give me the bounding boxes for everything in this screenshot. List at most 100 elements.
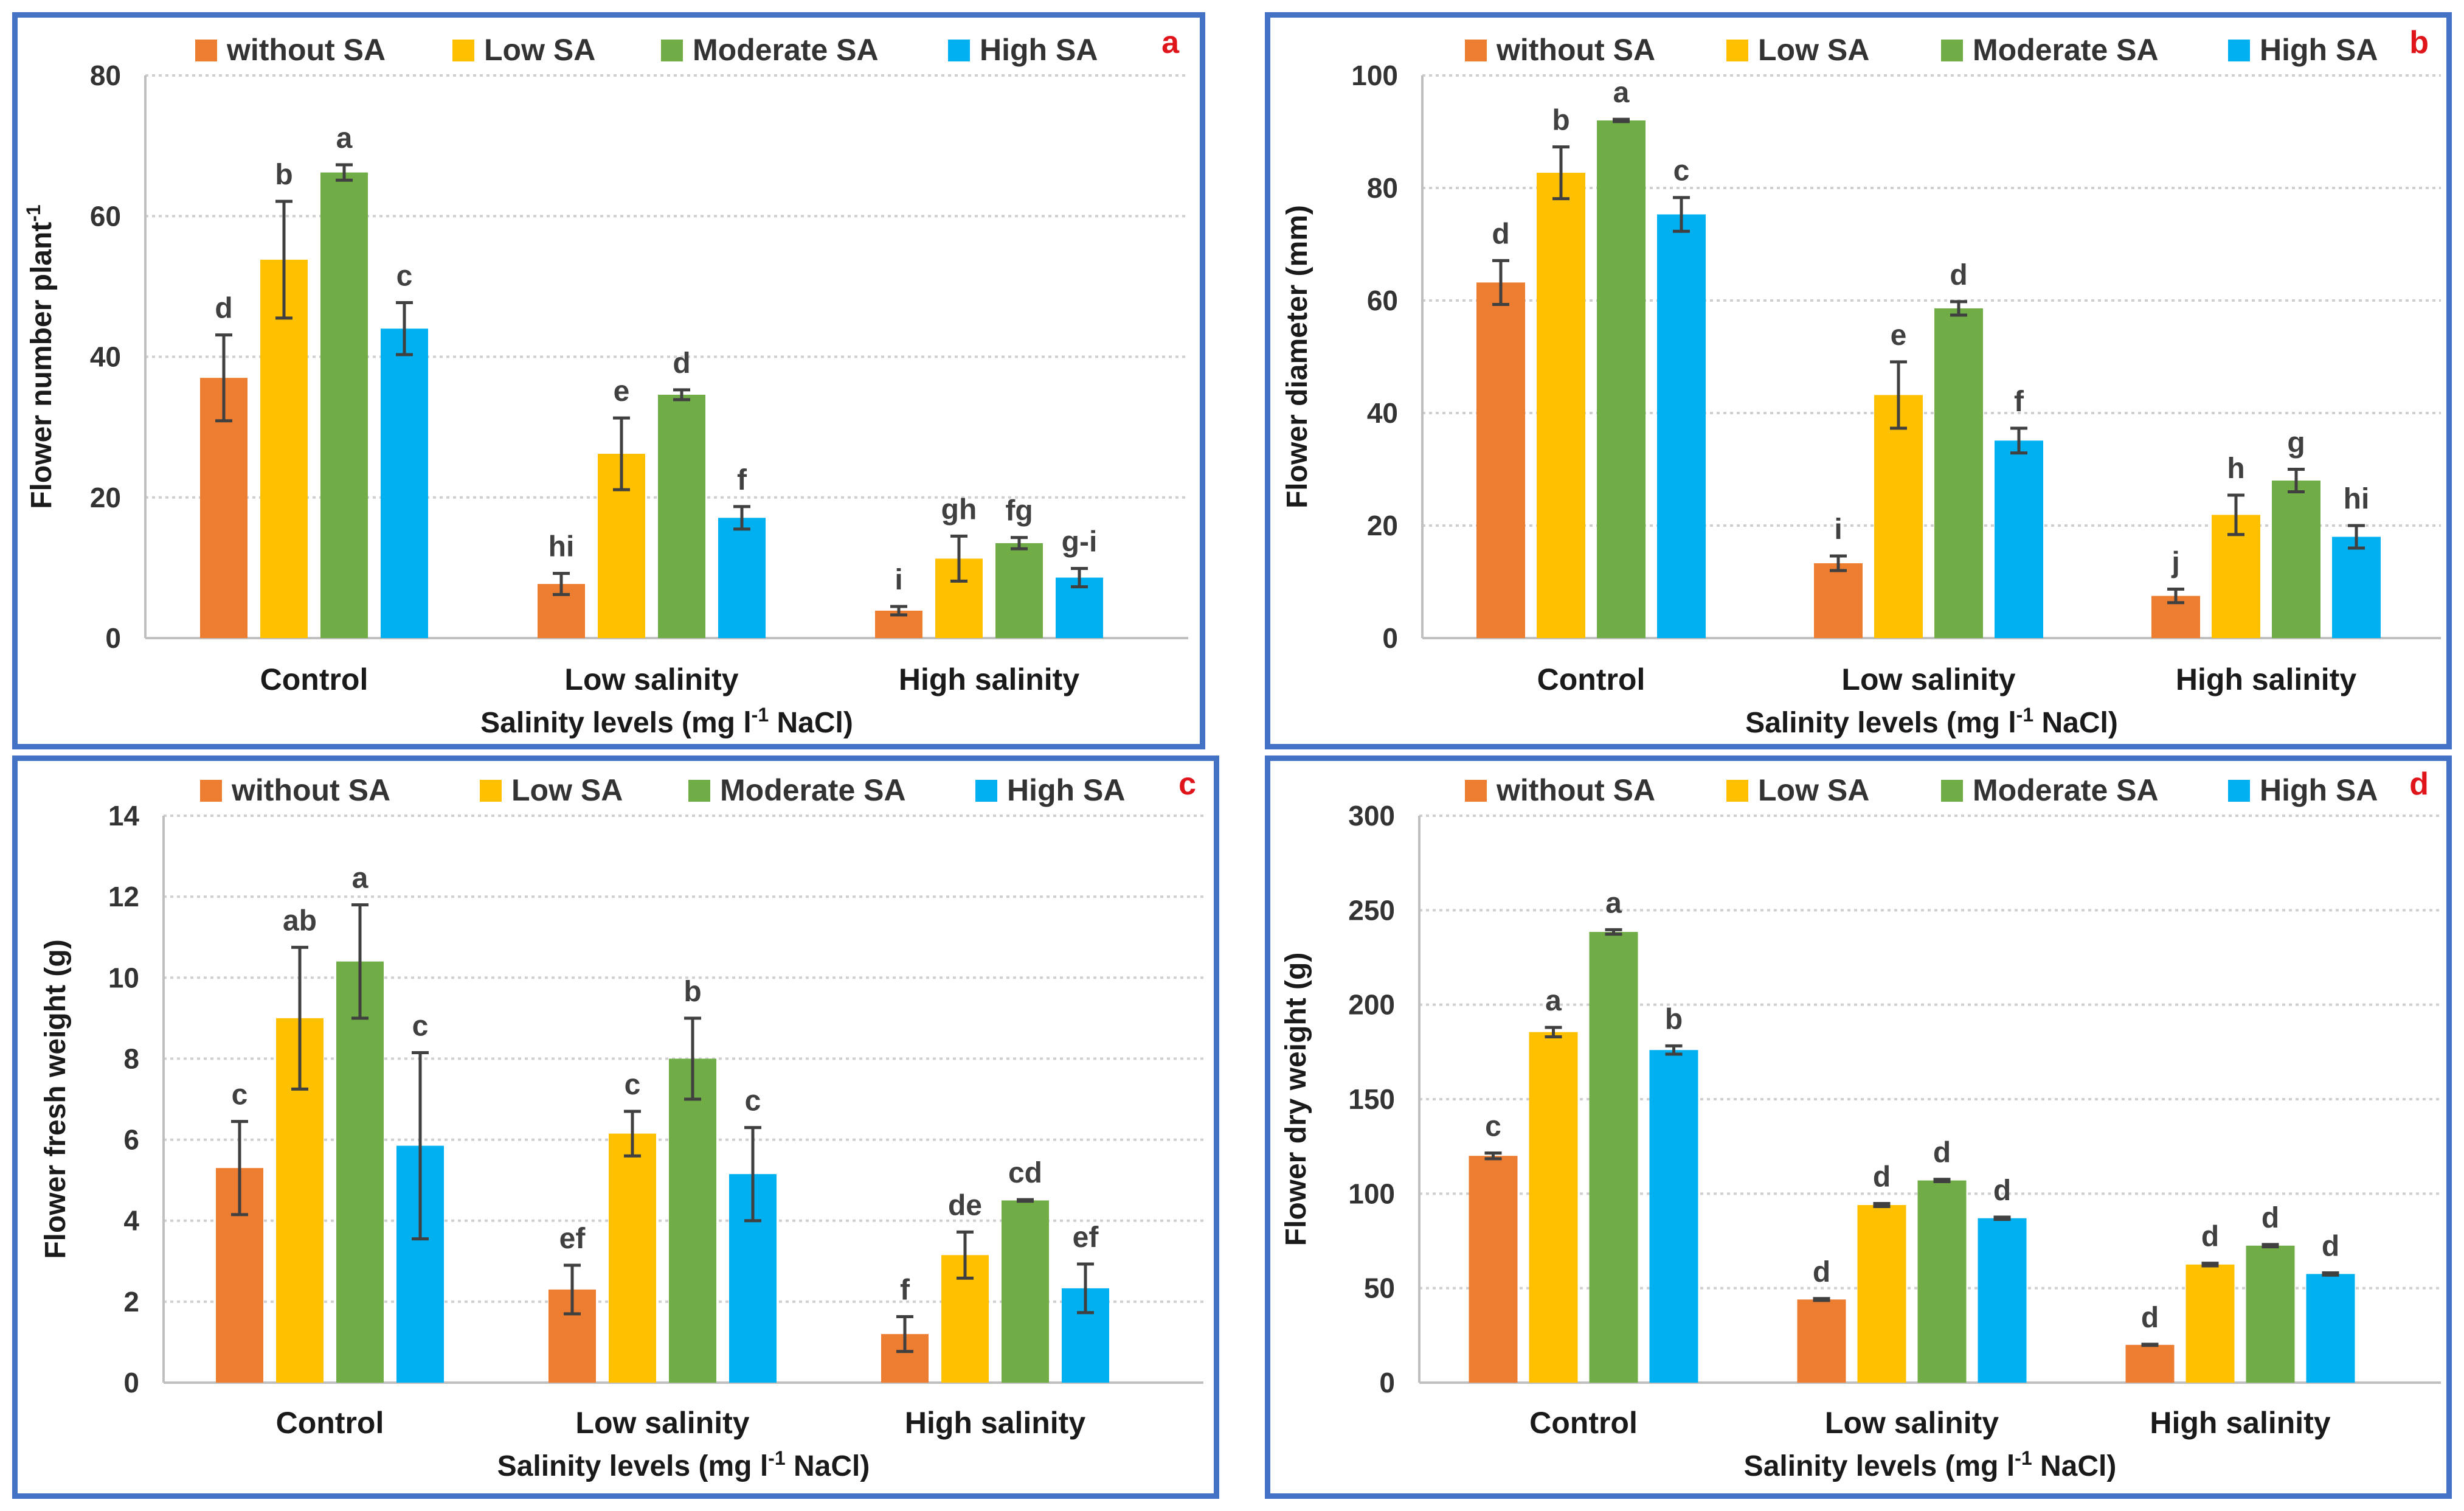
legend-label: without SA <box>231 773 390 807</box>
error-bar <box>1665 1044 1683 1056</box>
panel-letter: c <box>1178 766 1196 802</box>
error-bar <box>1813 1297 1830 1302</box>
bar <box>320 172 368 638</box>
error-bar <box>215 333 232 423</box>
significance-letter: c <box>232 1079 248 1111</box>
significance-letter: de <box>948 1189 982 1221</box>
error-bar <box>2262 1243 2279 1249</box>
significance-letter: hi <box>2344 483 2370 515</box>
x-axis-title: Salinity levels (mg l-1 NaCl) <box>497 1447 870 1482</box>
significance-letter: ef <box>1073 1221 1099 1254</box>
y-tick-label: 40 <box>1367 397 1398 429</box>
error-bar <box>351 903 369 1020</box>
error-bar <box>553 572 570 596</box>
legend-label: without SA <box>226 33 386 67</box>
error-bar <box>1993 1215 2011 1221</box>
chart-a-svg: 0 20 40 60 80 d b a c Control hi e d f Low salinity i gh… <box>22 25 1188 739</box>
significance-letter: d <box>673 347 690 380</box>
x-category-label: Low salinity <box>564 662 738 696</box>
error-bar <box>1890 360 1907 430</box>
bar <box>2125 1344 2175 1383</box>
bar <box>2185 1264 2235 1383</box>
error-bar <box>733 505 750 531</box>
significance-letter: d <box>2322 1231 2339 1263</box>
panel-letter: a <box>1161 25 1180 60</box>
legend-swatch <box>975 780 997 802</box>
significance-letter: d <box>1492 218 1509 250</box>
bar <box>1469 1156 1518 1383</box>
bar <box>1797 1299 1846 1383</box>
y-tick-label: 0 <box>123 1367 139 1398</box>
legend-item: Moderate SA <box>1941 33 2159 67</box>
error-bar <box>1873 1201 1891 1208</box>
error-bar <box>896 1315 913 1353</box>
significance-letter: i <box>1834 513 1842 546</box>
significance-letter: f <box>737 464 747 496</box>
significance-letter: b <box>275 159 292 191</box>
y-axis-title: Flower diameter (mm) <box>1281 205 1313 509</box>
y-tick-label: 12 <box>108 881 139 912</box>
legend-swatch <box>1941 780 1963 802</box>
legend-label: Low SA <box>484 33 595 67</box>
error-bar <box>2201 1262 2219 1268</box>
bar <box>1657 214 1706 639</box>
significance-letter: a <box>1545 985 1562 1017</box>
bar <box>1814 563 1863 638</box>
legend-label: Low SA <box>1758 773 1869 807</box>
significance-letter: d <box>2262 1202 2279 1234</box>
error-bar <box>673 388 690 401</box>
legend-swatch <box>480 780 502 802</box>
x-axis-title: Salinity levels (mg l-1 NaCl) <box>1744 1447 2117 1482</box>
significance-letter: ef <box>559 1223 586 1255</box>
legend-swatch <box>1726 40 1748 61</box>
bar <box>1002 1200 1049 1383</box>
error-bar <box>1950 300 1967 317</box>
chart-panel-a: 0 20 40 60 80 d b a c Control hi e d f Low salinity i gh… <box>12 12 1205 749</box>
error-bar <box>1071 567 1088 589</box>
y-tick-label: 2 <box>123 1286 139 1318</box>
error-bar <box>890 605 907 617</box>
significance-letter: fg <box>1005 495 1033 527</box>
chart-panel-c: 0 2 4 6 8 10 12 14 c ab a c Control ef c b c Low salinity… <box>12 756 1219 1499</box>
significance-letter: d <box>1993 1175 2011 1207</box>
bar <box>2246 1245 2295 1383</box>
legend-item: Moderate SA <box>688 773 906 807</box>
significance-letter: c <box>396 260 413 292</box>
error-bar <box>950 534 967 583</box>
legend-label: Moderate SA <box>720 773 906 807</box>
significance-letter: a <box>1613 77 1630 109</box>
x-category-label: Low salinity <box>1825 1406 1999 1440</box>
significance-letter: f <box>2014 386 2024 418</box>
x-category-label: High salinity <box>2150 1406 2330 1440</box>
legend-label: High SA <box>980 33 1098 67</box>
significance-letter: b <box>683 976 701 1008</box>
bar <box>669 1058 716 1383</box>
y-tick-label: 0 <box>1382 622 1398 654</box>
error-bar <box>291 945 308 1091</box>
error-bar <box>1077 1262 1094 1315</box>
significance-letter: d <box>2141 1302 2159 1334</box>
error-bar <box>1673 196 1690 233</box>
legend-item: High SA <box>975 773 1125 807</box>
y-tick-label: 8 <box>123 1043 139 1074</box>
bar <box>658 394 705 638</box>
significance-letter: j <box>2171 547 2179 579</box>
error-bar <box>564 1263 581 1316</box>
y-axis-title: Flower number plant-1 <box>22 204 58 509</box>
error-bar <box>684 1016 701 1101</box>
legend-item: without SA <box>1465 33 1655 67</box>
y-tick-label: 20 <box>90 482 121 513</box>
legend-label: Moderate SA <box>693 33 879 67</box>
significance-letter: g <box>2287 427 2305 459</box>
error-bar <box>412 1051 429 1241</box>
significance-letter: e <box>1891 319 1907 352</box>
y-tick-label: 20 <box>1367 510 1398 541</box>
y-tick-label: 250 <box>1348 894 1395 926</box>
legend-item: Low SA <box>480 773 623 807</box>
legend-item: without SA <box>1465 773 1655 807</box>
significance-letter: b <box>1665 1003 1683 1035</box>
y-axis-title: Flower dry weight (g) <box>1280 953 1312 1246</box>
significance-letter: a <box>1605 887 1622 919</box>
significance-letter: c <box>412 1010 429 1042</box>
x-axis-title: Salinity levels (mg l-1 NaCl) <box>480 704 853 739</box>
